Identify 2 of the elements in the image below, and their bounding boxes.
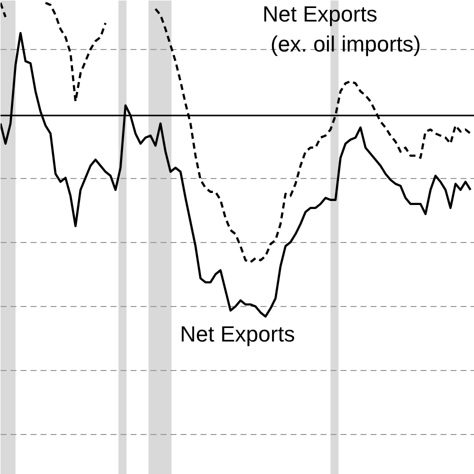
series-label: Net Exports xyxy=(180,322,295,346)
text: Net Exports (ex. oil imports) xyxy=(262,2,421,56)
